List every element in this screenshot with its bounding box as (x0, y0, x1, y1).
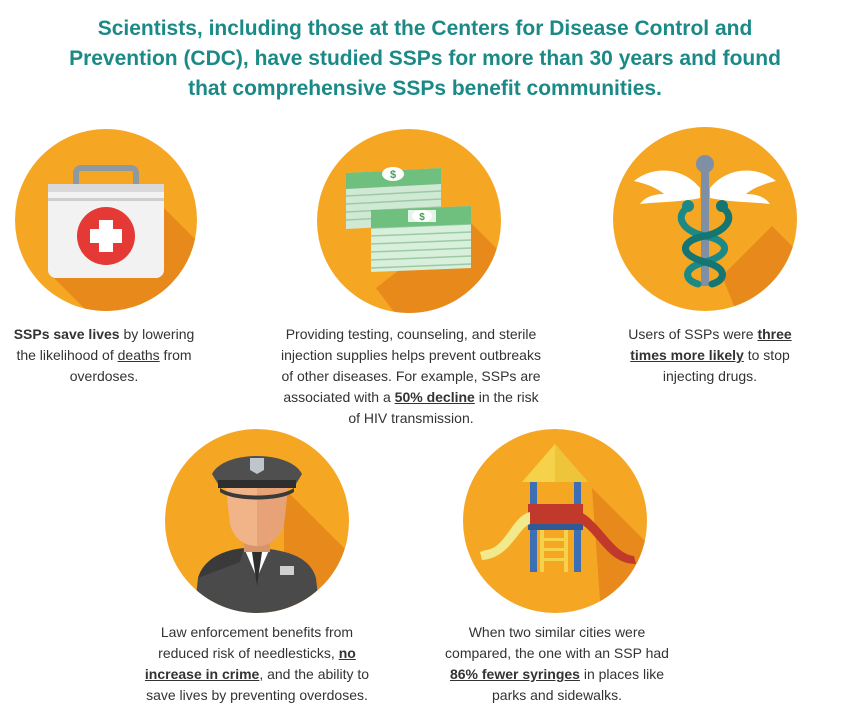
first-aid-kit-icon (15, 129, 197, 311)
playground-icon (463, 429, 647, 613)
caption-stop-injecting: Users of SSPs were three times more like… (628, 326, 792, 384)
page-title: Scientists, including those at the Cente… (20, 14, 830, 104)
caption-bold: SSPs save lives (13, 326, 120, 342)
caption-prevent-outbreaks: Providing testing, counseling, and steri… (281, 326, 541, 426)
svg-text:$: $ (419, 212, 425, 223)
increase-in-crime-text: increase in crime (144, 666, 260, 682)
three-text: three (757, 326, 792, 342)
title-line-3: that comprehensive SSPs benefit communit… (188, 77, 662, 100)
times-more-likely-text: times more likely (630, 347, 744, 363)
police-officer-icon (165, 429, 349, 613)
money-stack-icon: $ $ (317, 129, 501, 313)
caduceus-icon (613, 127, 797, 311)
fifty-percent-decline: 50% decline (394, 389, 475, 405)
fewer-syringes-text: 86% fewer syringes (449, 666, 580, 682)
no-text: no (338, 645, 356, 661)
svg-text:$: $ (390, 169, 396, 181)
title-line-2: Prevention (CDC), have studied SSPs for … (69, 47, 781, 70)
title-line-1: Scientists, including those at the Cente… (97, 17, 753, 40)
caption-law-enforcement: Law enforcement benefits from reduced ri… (144, 624, 370, 703)
caption-save-lives: SSPs save lives by lowering the likeliho… (13, 326, 195, 384)
caption-fewer-syringes: When two similar cities were compared, t… (445, 624, 669, 703)
deaths-text: deaths (117, 347, 160, 363)
